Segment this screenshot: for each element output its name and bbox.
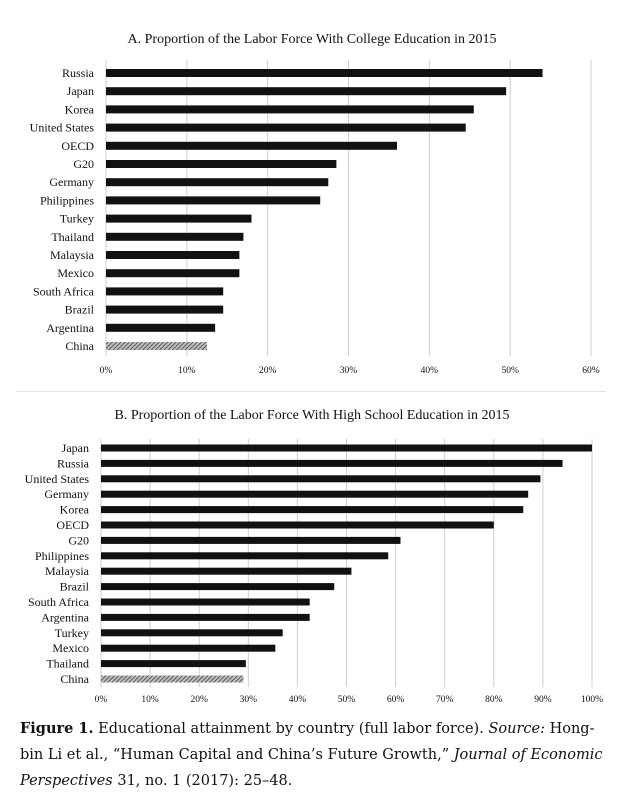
- bar: [106, 269, 240, 278]
- bar: [101, 459, 563, 467]
- bar-highlight: [106, 342, 208, 350]
- chart-title: A. Proportion of the Labor Force With Co…: [128, 32, 497, 47]
- category-label: Malaysia: [45, 564, 90, 578]
- caption-text: Educational attainment by country (full …: [93, 721, 489, 737]
- category-label: Korea: [65, 102, 95, 116]
- x-tick-label: 40%: [421, 366, 439, 376]
- category-label: G20: [68, 533, 89, 547]
- bar: [106, 305, 224, 314]
- category-label: G20: [73, 157, 94, 171]
- bar: [101, 567, 352, 575]
- category-label: OECD: [61, 139, 94, 153]
- x-tick-label: 60%: [582, 366, 600, 376]
- category-label: Germany: [44, 487, 89, 501]
- category-label: Turkey: [55, 626, 89, 640]
- category-label: South Africa: [33, 284, 95, 298]
- x-tick-label: 100%: [581, 695, 603, 705]
- x-tick-label: 30%: [240, 695, 258, 705]
- category-label: Mexico: [57, 266, 94, 280]
- bar: [106, 123, 466, 132]
- bar: [101, 644, 276, 652]
- chart-panel-high-school: B. Proportion of the Labor Force With Hi…: [0, 395, 635, 713]
- panel-divider: [16, 391, 606, 392]
- x-tick-label: 70%: [436, 695, 454, 705]
- category-label: Germany: [49, 175, 94, 189]
- bar: [106, 232, 244, 241]
- bar: [106, 214, 252, 223]
- bar: [106, 251, 240, 259]
- bar: [101, 490, 529, 498]
- x-tick-label: 60%: [387, 695, 405, 705]
- category-label: Turkey: [60, 212, 94, 226]
- category-label: Mexico: [52, 641, 89, 655]
- bar: [101, 583, 335, 591]
- category-label: Philippines: [40, 193, 94, 207]
- bar: [101, 536, 401, 544]
- source-label: Source:: [488, 721, 545, 737]
- journal-name: Journal of Economic Perspectives: [20, 747, 603, 789]
- bar: [106, 323, 216, 332]
- bar-highlight: [101, 675, 244, 683]
- category-label: Thailand: [46, 657, 89, 671]
- source-text: Hong-bin Li et al., “Human Capital and C…: [20, 721, 595, 763]
- category-label: Brazil: [60, 580, 90, 594]
- high-school-education-chart: B. Proportion of the Labor Force With Hi…: [25, 408, 603, 705]
- figure-caption: Figure 1. Educational attainment by coun…: [20, 716, 615, 794]
- figure-label: Figure 1.: [20, 720, 94, 737]
- bar: [101, 521, 494, 529]
- bar: [106, 196, 321, 205]
- category-label: Philippines: [35, 549, 89, 563]
- bar: [101, 444, 592, 452]
- x-tick-label: 30%: [340, 366, 358, 376]
- bar: [106, 160, 337, 168]
- x-tick-label: 40%: [289, 695, 307, 705]
- category-label: United States: [30, 121, 95, 135]
- category-label: Argentina: [46, 321, 94, 335]
- citation-text: 31, no. 1 (2017): 25–48.: [112, 773, 293, 789]
- bar: [106, 141, 397, 150]
- category-label: South Africa: [28, 595, 90, 609]
- x-tick-label: 20%: [190, 695, 208, 705]
- bar: [106, 87, 507, 96]
- bar: [106, 287, 224, 296]
- x-tick-label: 90%: [534, 695, 552, 705]
- bar: [101, 629, 283, 637]
- bar: [101, 598, 310, 606]
- x-tick-label: 50%: [501, 366, 519, 376]
- bar: [101, 660, 246, 668]
- category-label: China: [65, 339, 94, 353]
- chart-title: B. Proportion of the Labor Force With Hi…: [114, 408, 509, 423]
- category-label: Brazil: [65, 303, 95, 317]
- x-tick-label: 10%: [178, 366, 196, 376]
- bar: [106, 69, 543, 77]
- category-label: OECD: [56, 518, 89, 532]
- category-label: Thailand: [51, 230, 94, 244]
- category-label: China: [60, 672, 89, 686]
- x-tick-label: 0%: [95, 695, 108, 705]
- bar: [106, 178, 329, 187]
- bar: [101, 506, 524, 514]
- x-tick-label: 0%: [100, 366, 113, 376]
- bar: [101, 475, 541, 483]
- chart-panel-college: A. Proportion of the Labor Force With Co…: [0, 0, 635, 388]
- bar: [101, 552, 389, 560]
- category-label: United States: [25, 472, 90, 486]
- college-education-chart: A. Proportion of the Labor Force With Co…: [30, 32, 600, 376]
- x-tick-label: 10%: [141, 695, 159, 705]
- bar: [106, 105, 474, 114]
- category-label: Russia: [57, 456, 90, 470]
- category-label: Japan: [67, 84, 94, 98]
- category-label: Russia: [62, 66, 95, 80]
- category-label: Argentina: [41, 610, 89, 624]
- bar: [101, 613, 310, 621]
- category-label: Japan: [62, 441, 89, 455]
- category-label: Malaysia: [50, 248, 95, 262]
- category-label: Korea: [60, 503, 90, 517]
- x-tick-label: 80%: [485, 695, 503, 705]
- x-tick-label: 50%: [338, 695, 356, 705]
- x-tick-label: 20%: [259, 366, 277, 376]
